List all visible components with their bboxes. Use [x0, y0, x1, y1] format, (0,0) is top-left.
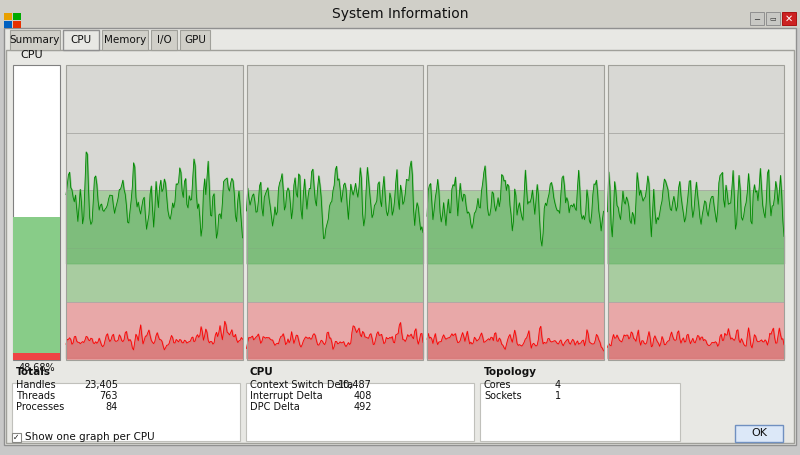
- Text: 408: 408: [354, 391, 372, 401]
- Text: System Information: System Information: [332, 7, 468, 21]
- Text: Totals: Totals: [16, 367, 51, 377]
- Text: ─: ─: [754, 15, 759, 24]
- Bar: [607, 303, 784, 360]
- Bar: [13, 217, 60, 360]
- Bar: [427, 303, 603, 360]
- Text: CPU: CPU: [70, 35, 91, 45]
- Bar: [4, 13, 12, 20]
- Bar: [480, 383, 680, 441]
- Text: 763: 763: [99, 391, 118, 401]
- Text: CPU: CPU: [20, 50, 42, 60]
- Bar: [13, 65, 60, 360]
- Bar: [246, 303, 423, 360]
- Bar: [102, 30, 148, 50]
- Text: Sockets: Sockets: [484, 391, 522, 401]
- Bar: [66, 65, 242, 190]
- Bar: [13, 353, 60, 360]
- Text: 23,405: 23,405: [84, 380, 118, 390]
- Bar: [735, 425, 783, 442]
- Text: ▭: ▭: [770, 15, 776, 21]
- Bar: [427, 190, 603, 303]
- Bar: [246, 65, 423, 360]
- Text: 1: 1: [555, 391, 561, 401]
- Bar: [4, 21, 12, 28]
- Text: Context Switch Delta: Context Switch Delta: [250, 380, 353, 390]
- Bar: [180, 30, 210, 50]
- Text: ✕: ✕: [785, 14, 793, 24]
- Text: 492: 492: [354, 402, 372, 412]
- Bar: [13, 13, 21, 20]
- Text: Interrupt Delta: Interrupt Delta: [250, 391, 322, 401]
- Bar: [246, 383, 474, 441]
- Bar: [607, 65, 784, 360]
- Bar: [607, 65, 784, 190]
- Text: 4: 4: [555, 380, 561, 390]
- Bar: [766, 12, 780, 25]
- Bar: [246, 190, 423, 303]
- Text: 48.68%: 48.68%: [18, 363, 55, 373]
- Text: GPU: GPU: [184, 35, 206, 45]
- Text: DPC Delta: DPC Delta: [250, 402, 300, 412]
- Bar: [12, 383, 240, 441]
- Bar: [66, 190, 242, 303]
- Bar: [782, 12, 796, 25]
- Text: I/O: I/O: [157, 35, 171, 45]
- Bar: [10, 30, 60, 50]
- Bar: [0, 0, 800, 28]
- Text: Topology: Topology: [484, 367, 537, 377]
- Text: 10,487: 10,487: [338, 380, 372, 390]
- Text: OK: OK: [751, 429, 767, 439]
- Text: Threads: Threads: [16, 391, 55, 401]
- Bar: [66, 65, 242, 360]
- Text: Handles: Handles: [16, 380, 56, 390]
- Text: Cores: Cores: [484, 380, 511, 390]
- Bar: [12, 433, 21, 442]
- Bar: [6, 50, 794, 443]
- Text: 84: 84: [106, 402, 118, 412]
- Text: Processes: Processes: [16, 402, 64, 412]
- Text: Summary: Summary: [10, 35, 60, 45]
- Text: Show one graph per CPU: Show one graph per CPU: [25, 433, 154, 443]
- Bar: [13, 21, 21, 28]
- Bar: [246, 65, 423, 190]
- Text: CPU: CPU: [250, 367, 274, 377]
- Text: Memory: Memory: [104, 35, 146, 45]
- Bar: [66, 303, 242, 360]
- Bar: [427, 65, 603, 190]
- Bar: [427, 65, 603, 360]
- Bar: [607, 190, 784, 303]
- Bar: [63, 30, 99, 50]
- Bar: [151, 30, 177, 50]
- Text: ✓: ✓: [14, 433, 20, 442]
- Bar: [750, 12, 764, 25]
